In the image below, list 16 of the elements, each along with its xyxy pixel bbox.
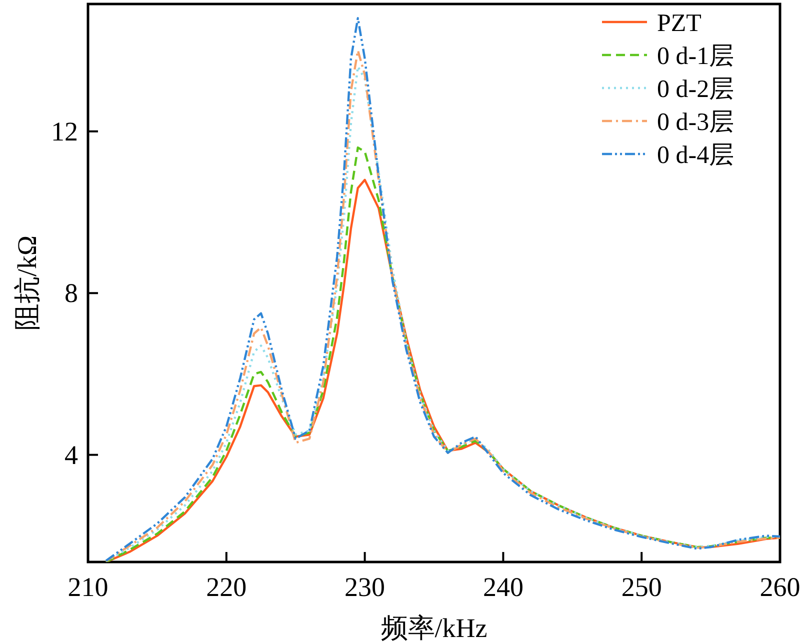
- x-tick-label: 260: [760, 572, 800, 602]
- y-tick-label: 8: [64, 278, 78, 308]
- y-tick-label: 12: [51, 116, 78, 146]
- legend-label: 0 d-4层: [657, 142, 734, 169]
- x-axis-title: 频率/kHz: [380, 613, 488, 643]
- y-tick-label: 4: [64, 440, 78, 470]
- legend-label: 0 d-2层: [657, 76, 734, 103]
- x-tick-label: 210: [68, 572, 108, 602]
- legend-label: 0 d-3层: [657, 109, 734, 136]
- x-tick-label: 240: [482, 572, 524, 602]
- y-axis-title: 阻抗/kΩ: [12, 235, 42, 331]
- x-tick-label: 230: [344, 572, 386, 602]
- legend-label: PZT: [657, 10, 702, 37]
- x-tick-label: 250: [621, 572, 662, 602]
- x-tick-label: 220: [206, 572, 247, 602]
- legend-label: 0 d-1层: [657, 43, 734, 70]
